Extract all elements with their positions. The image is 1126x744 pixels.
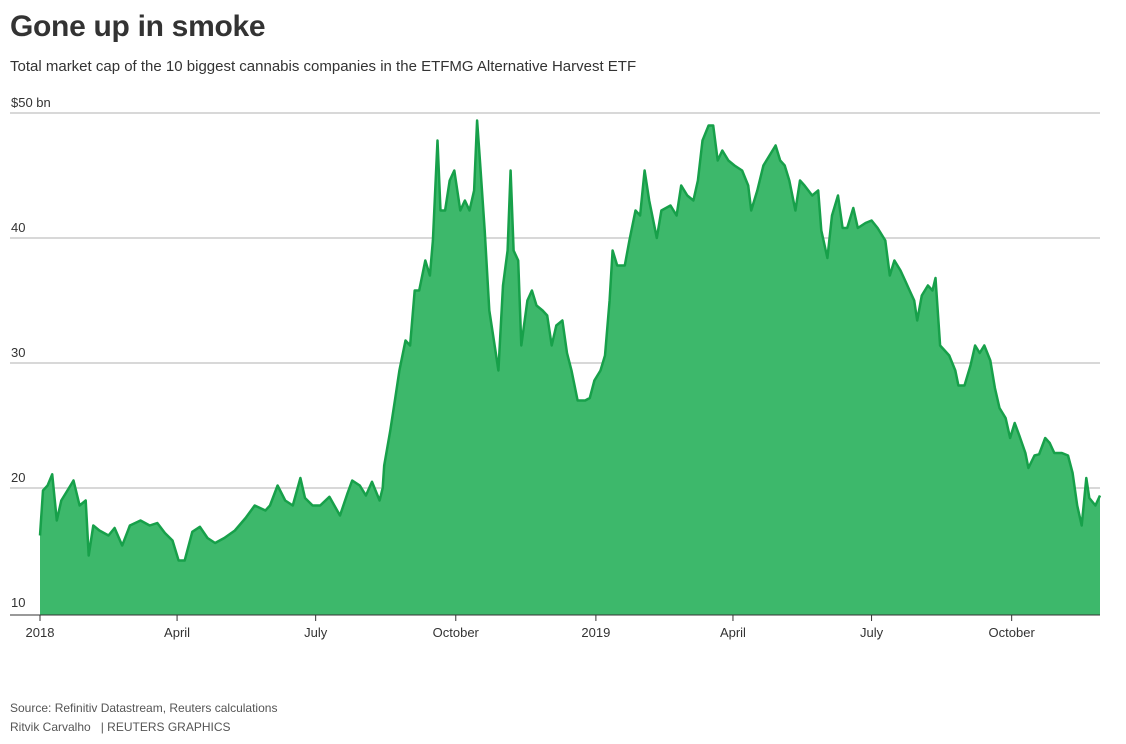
author-name: Ritvik Carvalho (10, 720, 91, 734)
credit-line: Ritvik Carvalho | REUTERS GRAPHICS (10, 720, 241, 734)
chart-title: Gone up in smoke (10, 10, 266, 43)
x-tick-label: 2018 (26, 625, 55, 640)
y-tick-label: 40 (11, 220, 25, 235)
y-tick-label: 30 (11, 345, 25, 360)
brand-label: | REUTERS GRAPHICS (100, 720, 231, 734)
x-tick-label: April (164, 625, 190, 640)
x-tick-label: April (720, 625, 746, 640)
y-tick-label: 10 (11, 595, 25, 610)
y-axis-ticks: $50 bn 40 30 20 10 (11, 95, 51, 610)
market-cap-line (38, 119, 1102, 562)
chart-subtitle: Total market cap of the 10 biggest canna… (10, 58, 637, 75)
x-tick-label: July (304, 625, 328, 640)
market-cap-area-chart: $50 bn 40 30 20 10 2018 April July October 2019 A… (10, 95, 1102, 640)
x-tick-label: July (860, 625, 884, 640)
x-axis-ticks: 2018 April July October 2019 April July October (26, 615, 1036, 640)
x-tick-label: October (433, 625, 480, 640)
x-tick-label: October (989, 625, 1036, 640)
y-tick-label: $50 bn (11, 95, 51, 110)
y-tick-label: 20 (11, 470, 25, 485)
x-tick-label: 2019 (581, 625, 610, 640)
source-note: Source: Refinitiv Datastream, Reuters ca… (10, 701, 278, 715)
